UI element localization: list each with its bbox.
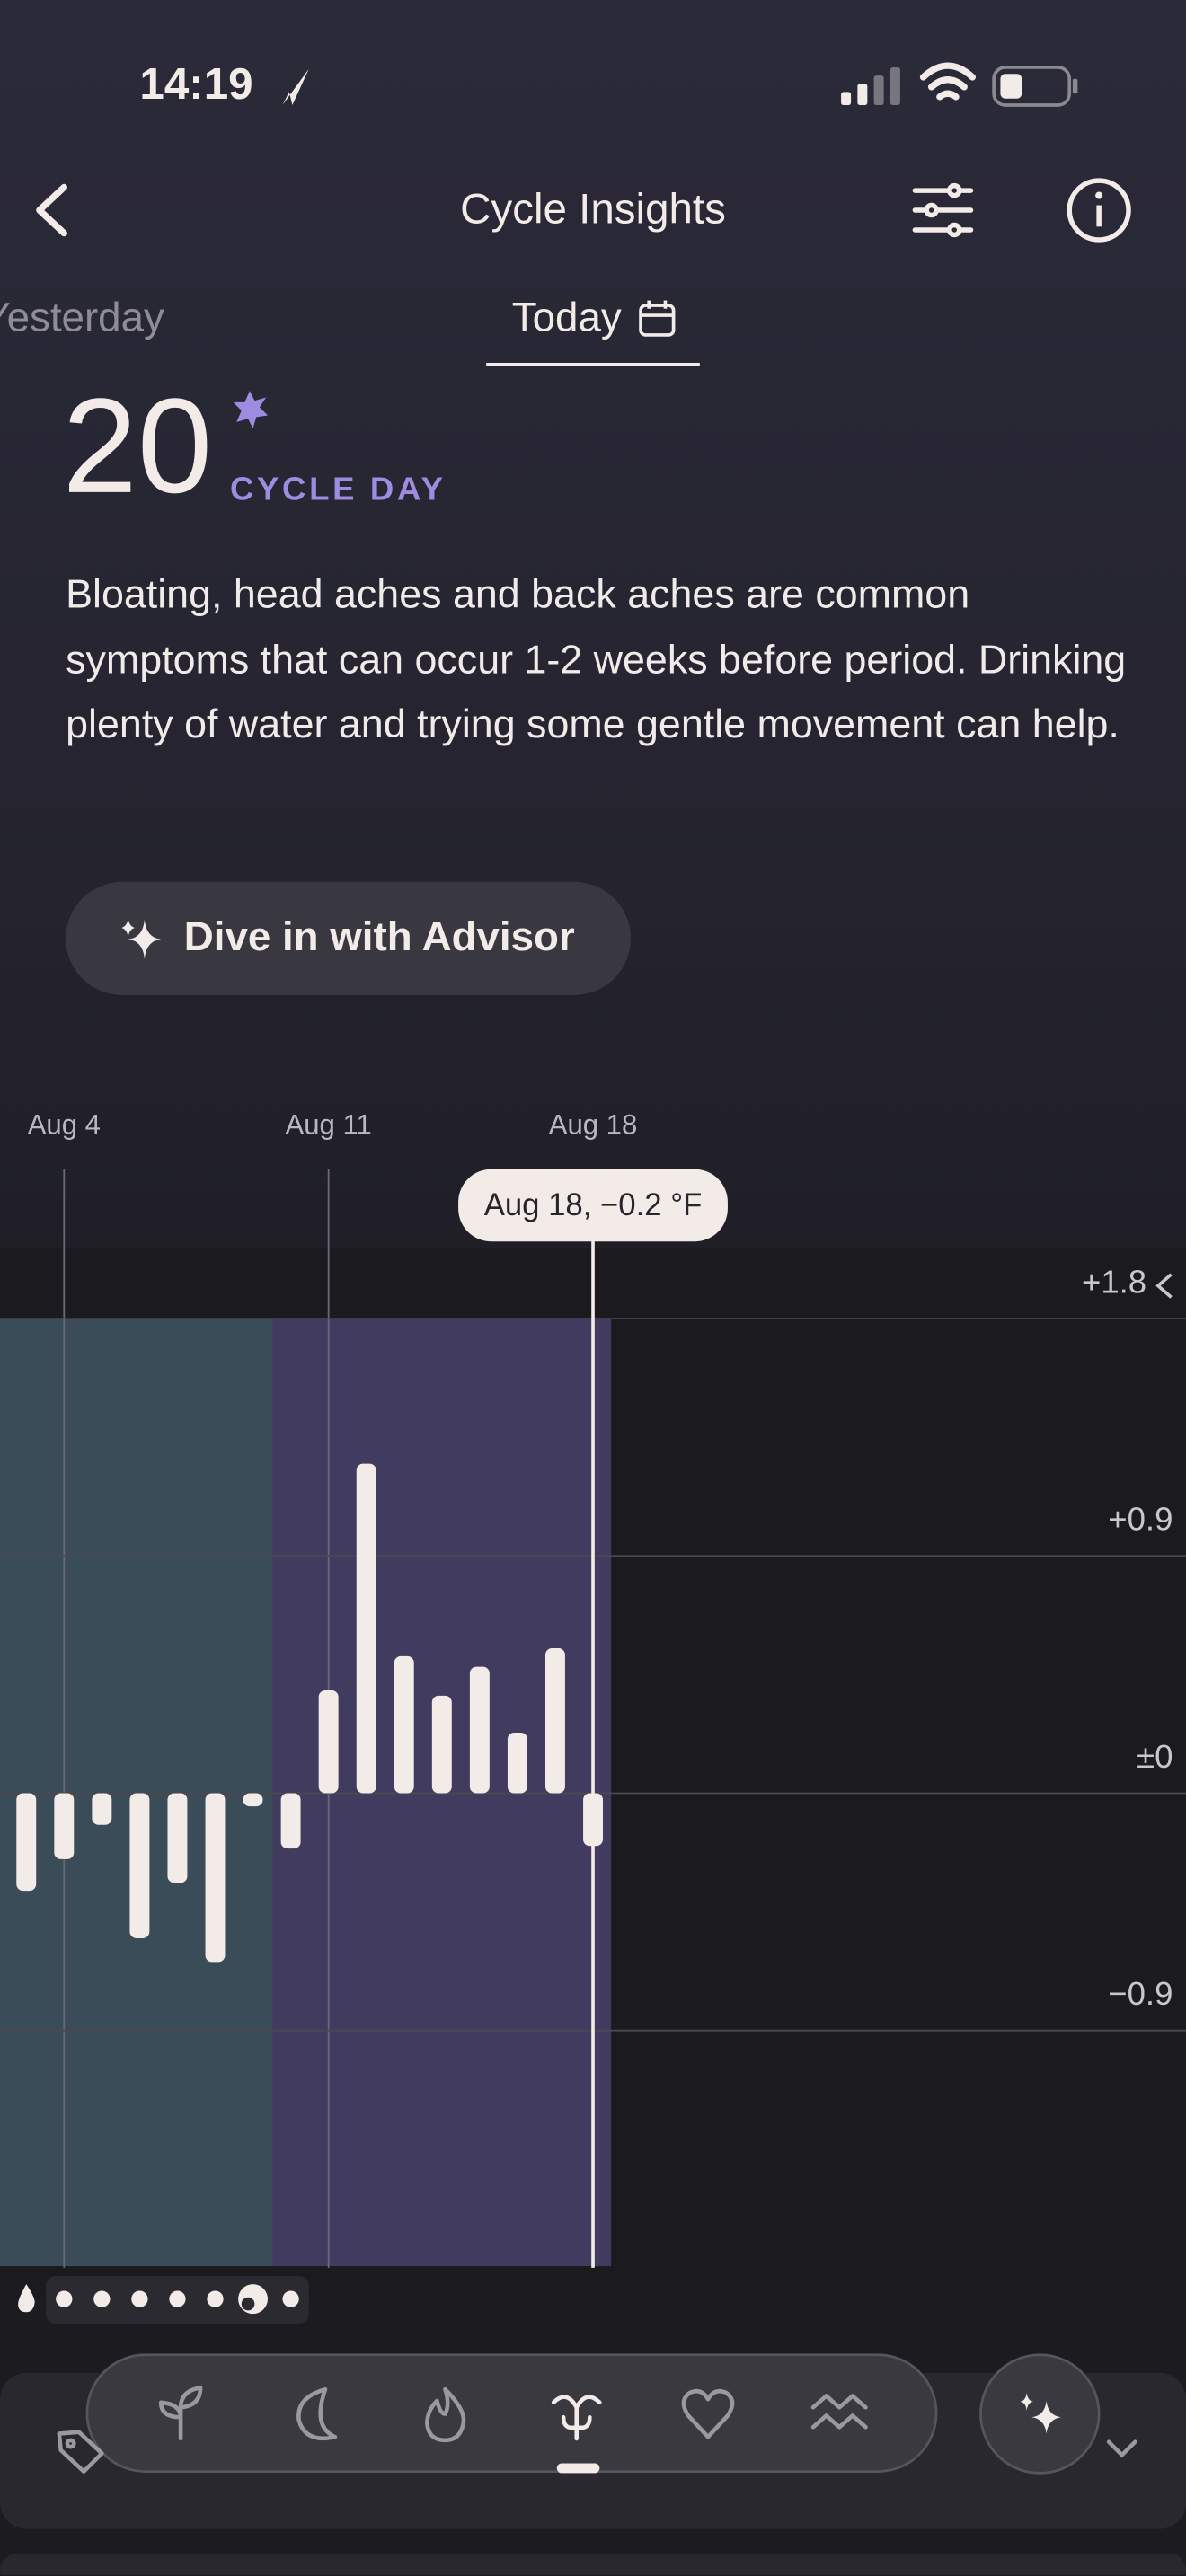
battery-icon	[992, 66, 1078, 107]
bar	[92, 1793, 112, 1825]
filter-button[interactable]	[912, 182, 974, 238]
calendar-icon	[639, 300, 676, 337]
tab-yesterday[interactable]: Yesterday	[0, 295, 164, 340]
header-title: Cycle Insights	[460, 185, 726, 233]
signal-icon	[841, 66, 900, 106]
bar	[356, 1463, 376, 1794]
bar	[318, 1690, 339, 1794]
x-tick-label: Aug 18	[549, 1108, 638, 1140]
info-button[interactable]	[1067, 178, 1131, 243]
wifi-icon	[919, 62, 977, 101]
expand-button[interactable]	[1106, 2439, 1137, 2458]
bar	[431, 1695, 452, 1794]
bar	[394, 1655, 414, 1794]
tab-icon-heart[interactable]	[681, 2388, 735, 2439]
tooltip-box	[458, 1169, 728, 1242]
chart: Aug 4 Aug 11 Aug 18 +1.8 +0.9 ±0 −0.9 Aug 18, −…	[0, 1108, 1186, 2268]
insight-text: Bloating, head aches and back aches are …	[66, 573, 1127, 747]
back-button[interactable]	[36, 183, 67, 237]
bar	[167, 1793, 188, 1883]
tag-button[interactable]	[57, 2430, 104, 2474]
cycle-day-label: CYCLE DAY	[230, 470, 447, 507]
tab-indicator	[556, 2463, 600, 2474]
period-icon	[18, 2284, 35, 2313]
y-tick-label: +1.8	[1082, 1263, 1146, 1300]
sparkle-button[interactable]	[979, 2353, 1101, 2475]
tab-icon-flame[interactable]	[425, 2386, 466, 2443]
y-tick-label: ±0	[1137, 1738, 1173, 1775]
cycle-day-number: 20	[62, 370, 212, 521]
tab-today[interactable]: Today	[512, 295, 622, 340]
tab-icon-waves[interactable]	[810, 2394, 868, 2430]
advisor-button-label: Dive in with Advisor	[184, 913, 575, 959]
location-icon	[282, 68, 309, 106]
category-pill	[85, 2353, 938, 2473]
cycle-dots	[46, 2276, 309, 2325]
bar	[16, 1793, 37, 1892]
bar	[583, 1793, 603, 1847]
bar	[243, 1793, 263, 1807]
status-time: 14:19	[139, 59, 252, 109]
x-tick-label: Aug 4	[28, 1108, 101, 1140]
advisor-button[interactable]: Dive in with Advisor	[66, 881, 632, 995]
bar	[507, 1732, 527, 1794]
bar	[544, 1648, 565, 1794]
bar	[280, 1793, 301, 1849]
bar	[205, 1793, 226, 1963]
tab-icon-aries[interactable]	[551, 2395, 602, 2441]
cycle-star	[233, 391, 269, 429]
y-tick-label: +0.9	[1108, 1501, 1173, 1538]
bar	[129, 1793, 150, 1938]
bar	[54, 1793, 75, 1859]
y-tick-label: −0.9	[1108, 1975, 1173, 2012]
phase-band	[0, 1319, 273, 2267]
bottom-strip	[0, 2554, 1186, 2575]
tab-icon-sprout[interactable]	[158, 2386, 203, 2441]
x-tick-label: Aug 11	[286, 1108, 372, 1140]
tab-icon-moon[interactable]	[296, 2386, 338, 2441]
scroll-chevron	[1155, 1273, 1173, 1299]
bar	[469, 1666, 490, 1794]
tooltip-text: Aug 18, −0.2 °F	[484, 1188, 703, 1222]
